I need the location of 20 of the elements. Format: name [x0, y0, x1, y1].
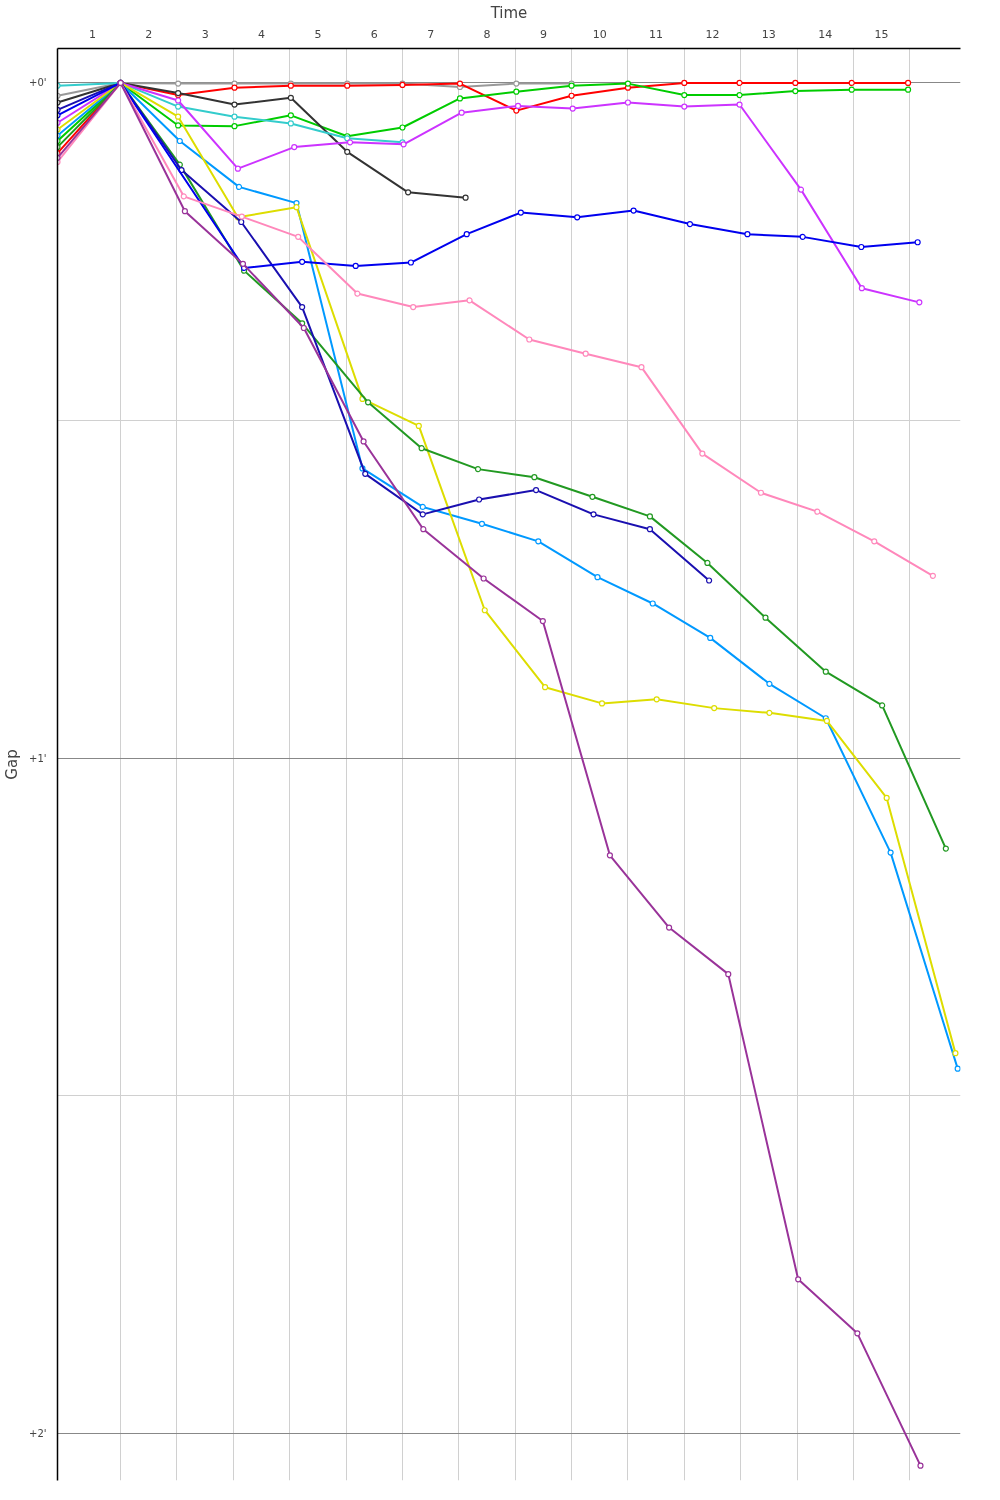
- x-tick-label: 1: [88, 27, 96, 41]
- y-axis-title: Gap: [3, 749, 22, 780]
- x-tick-label: 14: [818, 27, 833, 41]
- x-tick-label: 3: [201, 27, 209, 41]
- x-tick-label: 9: [539, 27, 547, 41]
- x-axis-title: Time: [489, 3, 528, 22]
- x-tick-label: 10: [592, 27, 607, 41]
- y-tick-label: +0': [29, 77, 47, 89]
- x-tick-label: 4: [258, 27, 266, 41]
- x-tick-label: 7: [427, 27, 435, 41]
- x-tick-label: 12: [705, 27, 720, 41]
- x-tick-label: 5: [314, 27, 322, 41]
- x-tick-label: 2: [145, 27, 153, 41]
- y-tick-label: +1': [29, 752, 47, 764]
- x-tick-label: 15: [874, 27, 889, 41]
- x-tick-label: 8: [483, 27, 491, 41]
- x-tick-label: 13: [761, 27, 776, 41]
- y-tick-label: +2': [29, 1427, 47, 1439]
- x-tick-label: 11: [649, 27, 664, 41]
- x-tick-label: 6: [370, 27, 378, 41]
